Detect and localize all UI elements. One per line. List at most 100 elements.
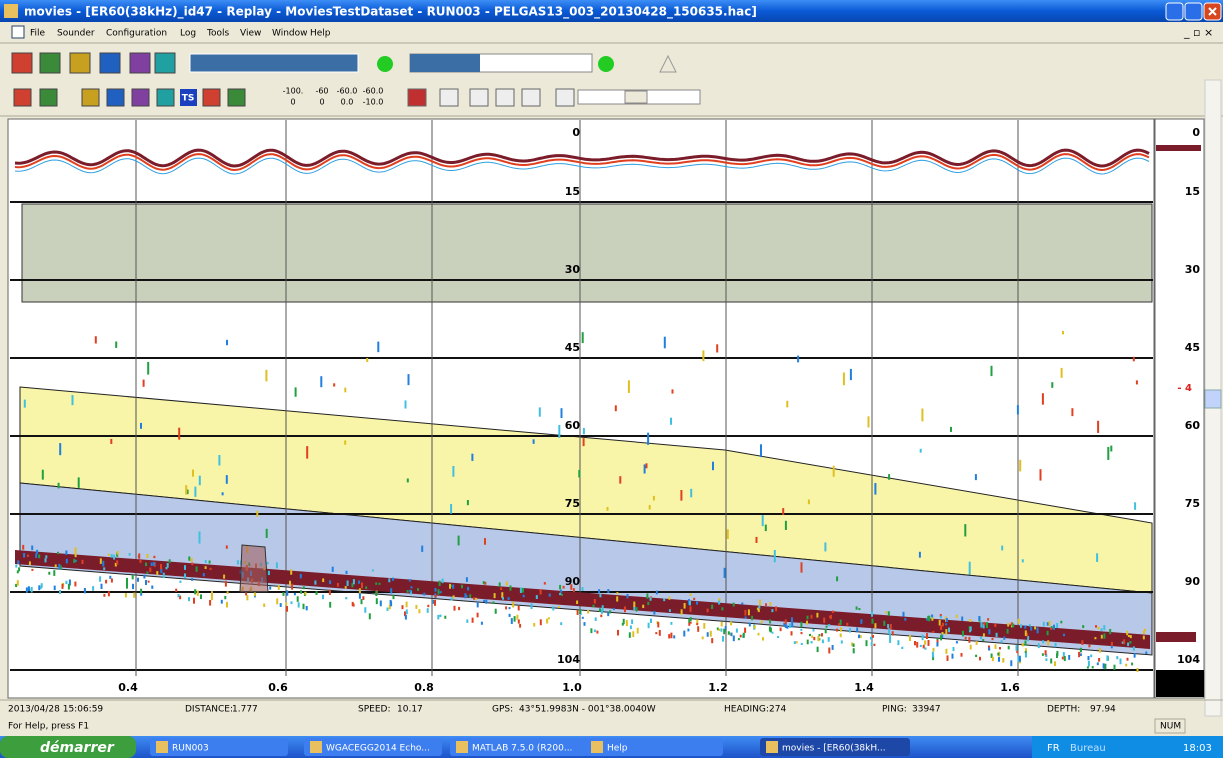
echo-speckle (508, 597, 510, 600)
echo-speckle (673, 635, 675, 638)
toolbar-button[interactable] (496, 89, 514, 106)
fish-echo (786, 401, 788, 408)
echo-speckle (167, 563, 169, 568)
echo-speckle (924, 640, 926, 644)
echo-speckle (904, 618, 906, 621)
toolbar-button[interactable] (100, 53, 120, 73)
fish-echo (1133, 357, 1135, 361)
echo-speckle (1043, 622, 1045, 627)
echo-speckle (151, 586, 153, 589)
toolbar-button[interactable] (522, 89, 540, 106)
echo-speckle (1037, 628, 1039, 634)
echo-speckle (1063, 652, 1065, 657)
depth-panel-label: 75 (1185, 497, 1200, 510)
echo-speckle (992, 657, 994, 661)
toolbar-button[interactable] (130, 53, 150, 73)
echo-speckle (765, 603, 767, 606)
echo-speckle (986, 622, 988, 628)
toolbar-button[interactable] (132, 89, 149, 106)
toolbar-button[interactable] (440, 89, 458, 106)
toolbar-button[interactable] (12, 53, 32, 73)
echo-speckle (736, 629, 738, 633)
fish-echo (450, 504, 452, 514)
toolbar-button[interactable] (107, 89, 124, 106)
echo-speckle (769, 602, 771, 606)
toolbar-button[interactable] (82, 89, 99, 106)
toolbar-button[interactable] (203, 89, 220, 106)
echo-speckle (346, 571, 348, 574)
echo-speckle (927, 616, 929, 621)
echo-speckle (359, 593, 361, 598)
fish-echo (1096, 553, 1098, 562)
fish-echo (824, 542, 826, 551)
echo-speckle (1025, 653, 1027, 658)
echo-speckle (286, 590, 288, 595)
echo-speckle (108, 554, 110, 556)
fish-echo (724, 568, 726, 578)
echo-speckle (178, 594, 180, 597)
fish-echo (295, 387, 297, 396)
echo-speckle (696, 602, 698, 605)
ts-button[interactable]: TS (182, 94, 195, 104)
task-label: WGACEGG2014 Echo... (326, 744, 430, 754)
toolbar-button[interactable] (228, 89, 245, 106)
task-button[interactable] (150, 738, 288, 756)
echo-speckle (263, 604, 265, 607)
distance-label: 1.6 (1000, 681, 1020, 694)
toolbar-button[interactable] (470, 89, 488, 106)
echo-speckle (57, 552, 59, 554)
toolbar-button[interactable] (40, 53, 60, 73)
echo-speckle (1101, 635, 1103, 639)
fish-echo (561, 408, 563, 418)
menu-item[interactable]: Window (272, 29, 308, 39)
echo-speckle (1034, 627, 1036, 630)
fish-echo (42, 470, 44, 480)
echo-speckle (631, 619, 633, 624)
maximize-button[interactable] (1185, 3, 1202, 20)
echo-speckle (809, 634, 811, 636)
echo-speckle (268, 571, 270, 575)
echo-speckle (945, 649, 947, 654)
echo-speckle (510, 585, 512, 590)
echo-speckle (607, 612, 609, 616)
task-button[interactable] (585, 738, 723, 756)
echo-speckle (995, 644, 997, 649)
toolbar-button[interactable] (70, 53, 90, 73)
menu-item[interactable]: Help (310, 29, 331, 39)
menu-item[interactable]: View (240, 29, 261, 39)
menu-item[interactable]: Configuration (106, 29, 167, 39)
echo-speckle (1062, 657, 1064, 660)
echo-speckle (444, 616, 446, 619)
fish-echo (199, 532, 201, 544)
echo-speckle (646, 593, 648, 598)
toolbar-button[interactable] (408, 89, 426, 106)
echo-speckle (559, 593, 561, 595)
menu-item[interactable]: Log (180, 29, 196, 39)
menu-item[interactable]: Sounder (57, 29, 95, 39)
echo-speckle (1029, 624, 1031, 626)
echo-speckle (533, 623, 535, 627)
echo-speckle (751, 616, 753, 621)
echo-speckle (791, 622, 793, 628)
echo-speckle (109, 576, 111, 579)
menu-item[interactable]: File (30, 29, 46, 39)
echo-speckle (1047, 640, 1049, 645)
echo-speckle (817, 636, 819, 641)
status-label: HEADING: (724, 705, 769, 715)
minimize-button[interactable] (1166, 3, 1183, 20)
echo-speckle (205, 566, 207, 569)
menu-item[interactable]: Tools (206, 29, 229, 39)
toolbar-button[interactable] (14, 89, 31, 106)
echo-speckle (1008, 646, 1010, 650)
echo-speckle (1129, 641, 1131, 644)
echo-speckle (801, 632, 803, 634)
toolbar-button[interactable] (157, 89, 174, 106)
echo-speckle (561, 594, 563, 596)
toolbar-button[interactable] (40, 89, 57, 106)
echo-speckle (573, 588, 575, 592)
toolbar-button[interactable] (155, 53, 175, 73)
echo-speckle (84, 588, 86, 593)
echo-speckle (780, 628, 782, 632)
fish-echo (1071, 408, 1073, 416)
toolbar-button[interactable] (556, 89, 574, 106)
